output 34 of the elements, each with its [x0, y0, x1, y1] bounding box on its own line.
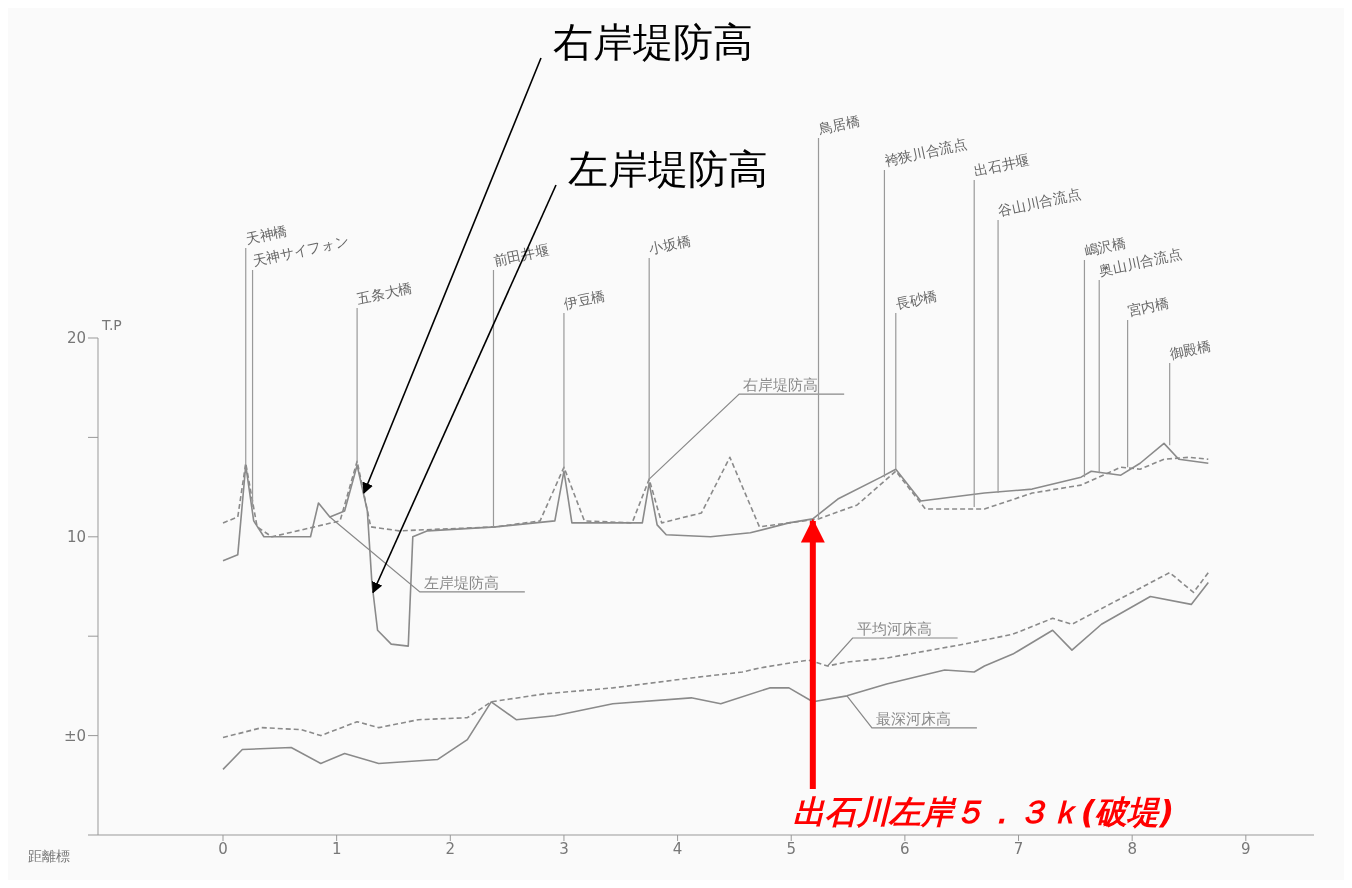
annotation: 小坂橋 [647, 232, 693, 257]
annotation: 出石川左岸５．３ｋ(破堤) [792, 793, 1175, 831]
annotation: 谷山川合流点 [996, 185, 1082, 219]
x-axis-title: 距離標 [28, 848, 70, 864]
y-tick-label: ±0 [63, 726, 86, 745]
annotation: 袴狭川合流点 [882, 135, 969, 169]
x-tick-label: 7 [1013, 839, 1024, 858]
x-tick-label: 1 [331, 839, 342, 858]
x-tick-label: 6 [900, 839, 910, 858]
x-tick-label: 4 [672, 839, 683, 858]
annotation: 伊豆橋 [562, 287, 607, 312]
annotation: 天神橋 [244, 222, 289, 247]
y-tick-label: 10 [66, 528, 86, 547]
y-tick-label: 20 [66, 329, 86, 348]
y-axis-title: T.P [101, 317, 122, 333]
annotation: 出石井堰 [972, 151, 1031, 179]
annotation: 宮内橋 [1126, 294, 1171, 319]
annotation: 御殿橋 [1168, 337, 1213, 362]
series-label: 最深河床高 [875, 709, 951, 728]
x-tick-label: 0 [218, 839, 228, 858]
annotation: 嶋沢橋 [1082, 234, 1128, 259]
series-label: 左岸堤防高 [423, 573, 499, 592]
annotation: 右岸堤防高 [553, 19, 753, 65]
x-tick-label: 8 [1127, 839, 1137, 858]
annotation: 鳥居橋 [815, 112, 862, 137]
annotation: 五条大橋 [355, 279, 414, 307]
text: 右岸堤防高 [743, 376, 819, 395]
series-label: 平均河床高 [856, 620, 932, 639]
x-tick-label: 3 [559, 839, 569, 858]
annotation: 左岸堤防高 [568, 146, 768, 192]
x-tick-label: 5 [786, 839, 797, 858]
x-tick-label: 9 [1241, 839, 1251, 858]
x-tick-label: 2 [445, 839, 456, 858]
annotation: 長砂橋 [894, 287, 939, 312]
